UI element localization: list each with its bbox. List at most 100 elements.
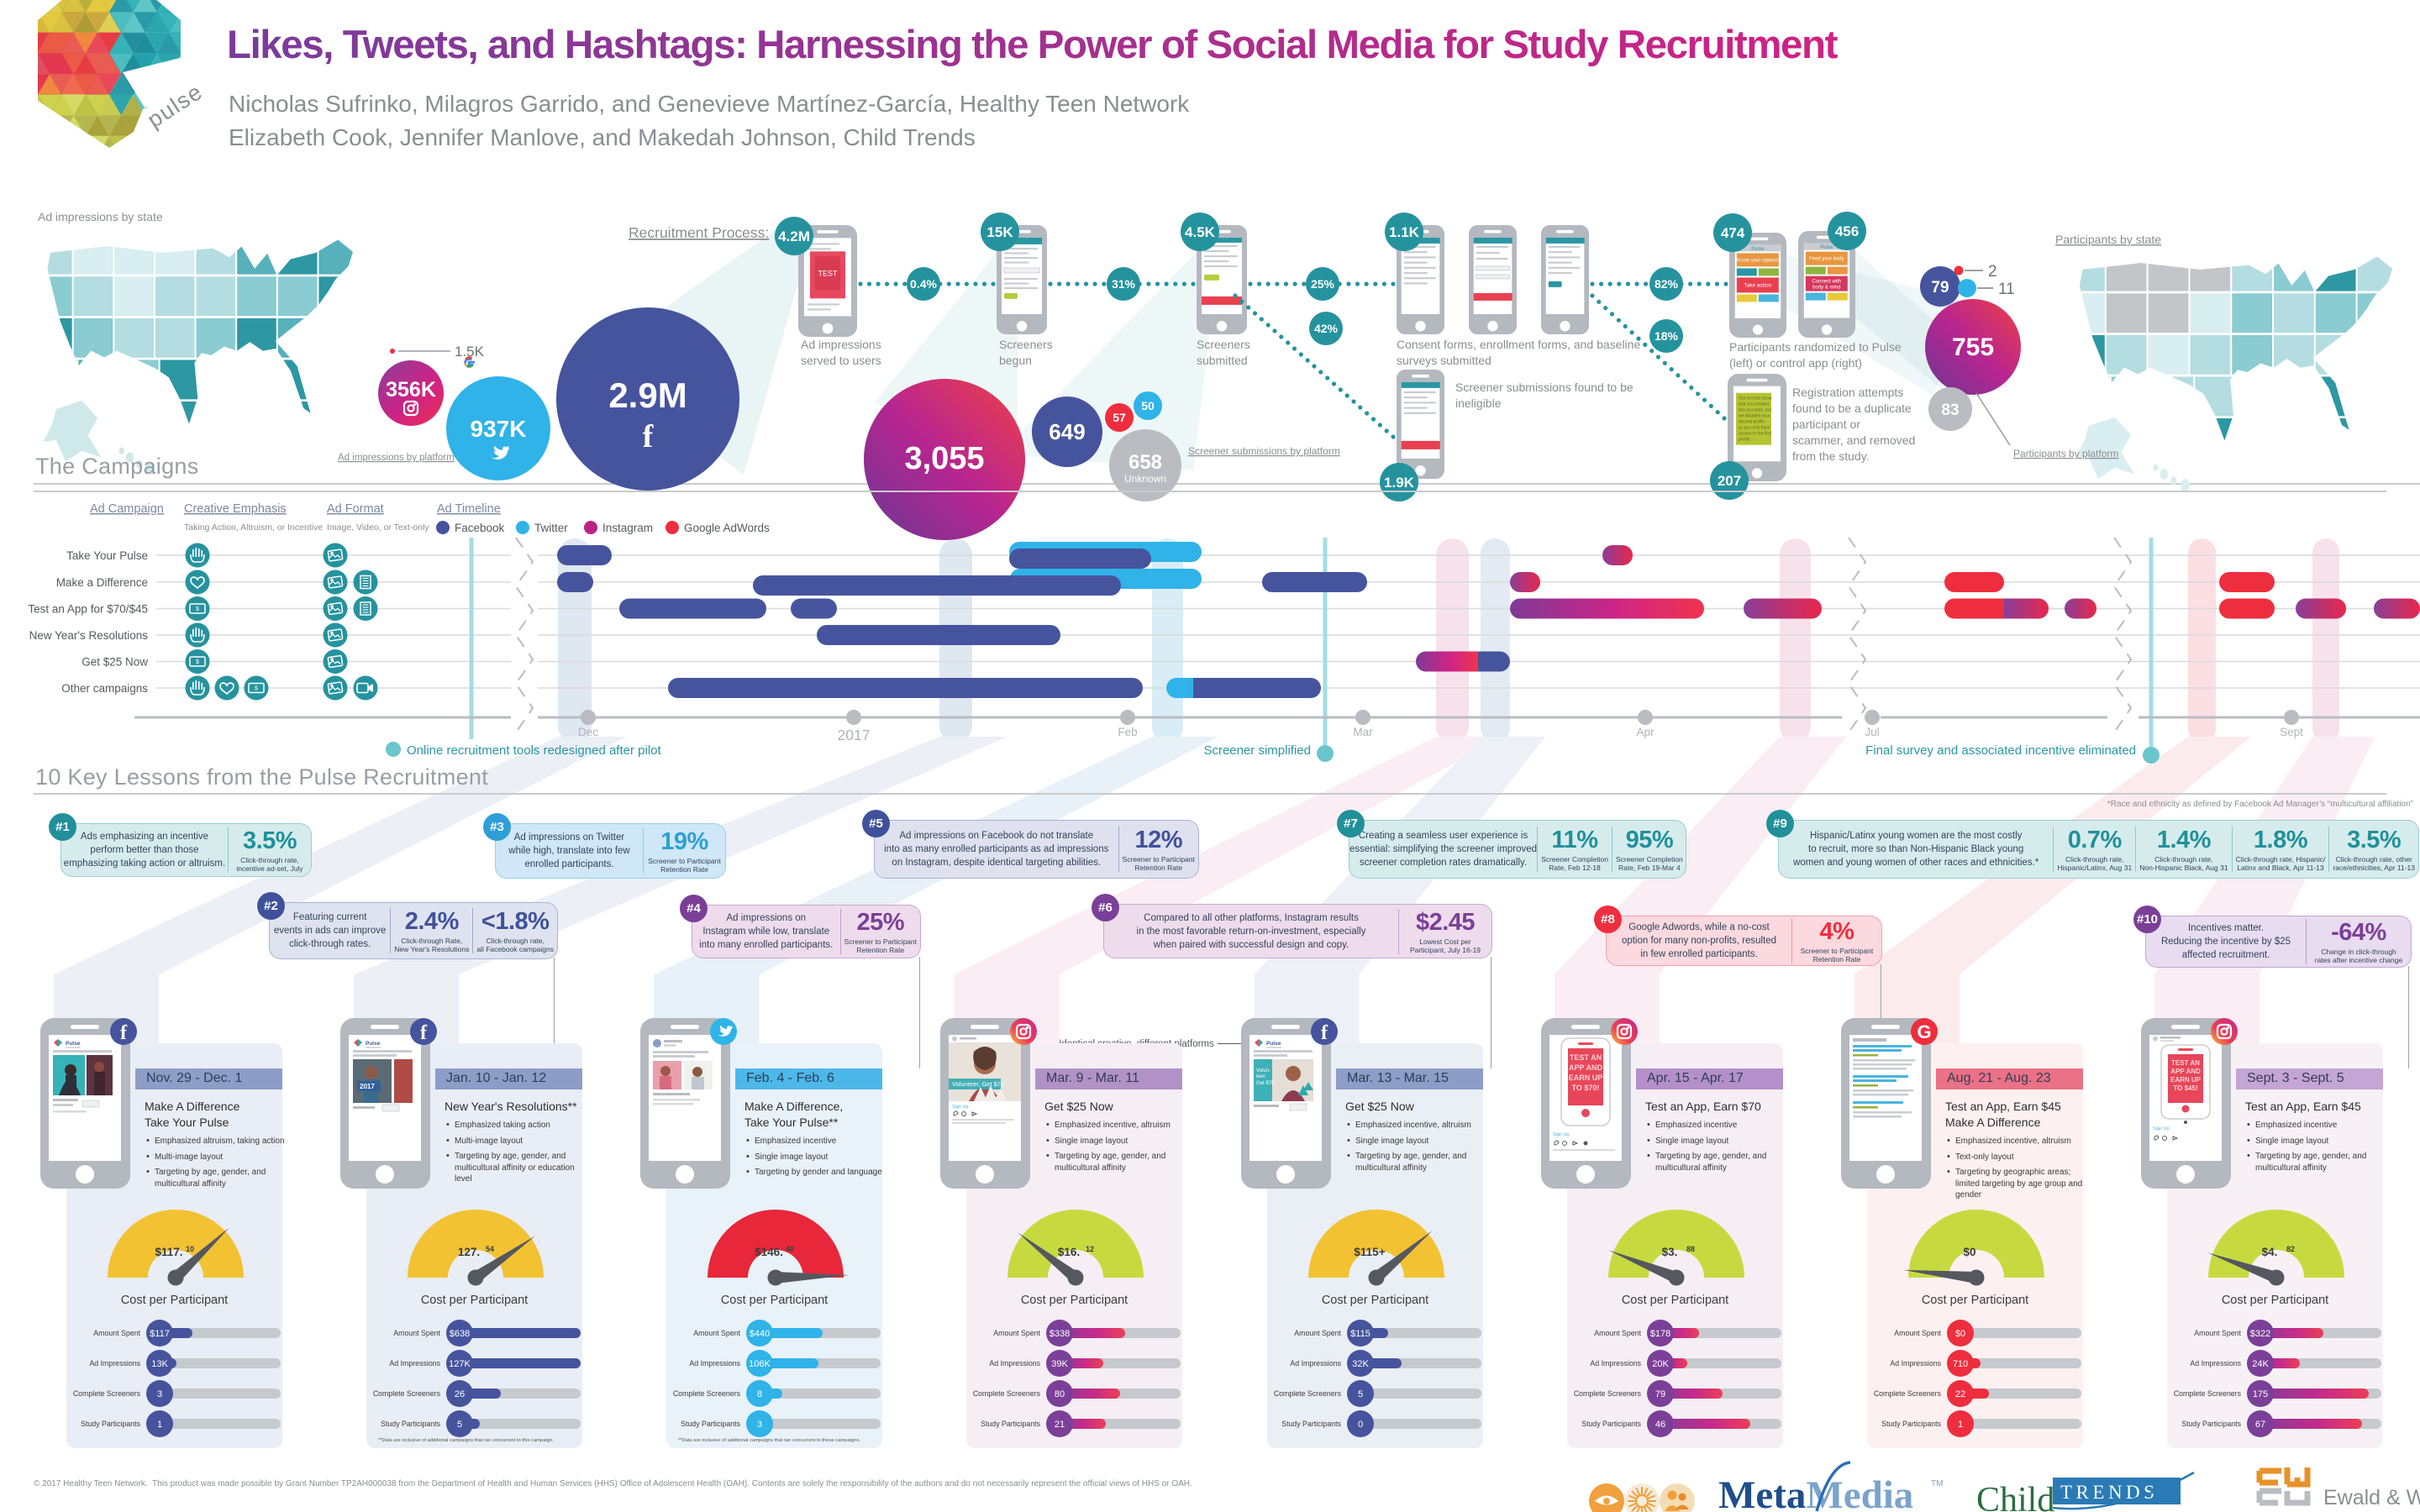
svg-text:Sign Up: Sign Up — [1553, 1132, 1570, 1137]
svg-text:Know your options: Know your options — [1737, 258, 1778, 263]
svg-text:175: 175 — [2253, 1389, 2268, 1399]
svg-text:Instagram: Instagram — [602, 522, 653, 534]
svg-text:1.1K: 1.1K — [1389, 224, 1420, 240]
svg-text:f: f — [120, 1022, 128, 1044]
svg-text:APP AND: APP AND — [2170, 1068, 2201, 1075]
svg-text:82: 82 — [2286, 1245, 2295, 1253]
svg-text:20K: 20K — [1652, 1359, 1669, 1369]
svg-text:Image, Video, or Text-only: Image, Video, or Text-only — [327, 522, 429, 533]
svg-text:profile.: profile. — [1739, 438, 1751, 443]
svg-text:Complete Screeners: Complete Screeners — [973, 1389, 1041, 1398]
svg-text:15K: 15K — [986, 224, 1013, 240]
svg-text:Jul: Jul — [1865, 726, 1879, 738]
svg-text:participant or: participant or — [1792, 417, 1860, 431]
svg-text:$4.: $4. — [2262, 1246, 2278, 1258]
svg-text:Ad Impressions: Ad Impressions — [1590, 1359, 1641, 1368]
svg-text:755: 755 — [1952, 333, 1994, 361]
svg-text:Volun-: Volun- — [1256, 1068, 1270, 1074]
svg-text:$0: $0 — [1963, 1246, 1975, 1258]
svg-text:127K: 127K — [449, 1359, 471, 1369]
svg-text:two accounts, but: two accounts, but — [1739, 408, 1772, 413]
svg-text:40: 40 — [786, 1245, 794, 1253]
svg-text:Creative Emphasis: Creative Emphasis — [184, 502, 287, 516]
svg-text:Study Participants: Study Participants — [1581, 1420, 1642, 1428]
svg-text:Amount Spent: Amount Spent — [393, 1329, 440, 1337]
svg-text:207: 207 — [1718, 473, 1741, 489]
svg-text:Ad Impressions: Ad Impressions — [1290, 1359, 1341, 1368]
svg-text:649: 649 — [1049, 419, 1085, 444]
svg-text:$0: $0 — [1955, 1329, 1965, 1339]
svg-text:Ad Impressions: Ad Impressions — [1890, 1359, 1941, 1368]
svg-text:APP AND: APP AND — [1569, 1063, 1603, 1072]
svg-text:127.: 127. — [458, 1246, 480, 1258]
svg-text:surveys submitted: surveys submitted — [1397, 354, 1491, 367]
svg-text:Ad Impressions: Ad Impressions — [689, 1359, 740, 1368]
svg-text:12: 12 — [1086, 1245, 1094, 1253]
svg-text:88: 88 — [1686, 1245, 1695, 1253]
svg-text:f: f — [1321, 1022, 1328, 1044]
svg-text:658: 658 — [1128, 451, 1162, 474]
svg-text:$146.: $146. — [755, 1246, 783, 1258]
svg-text:Complete Screeners: Complete Screeners — [73, 1389, 141, 1398]
svg-text:54: 54 — [486, 1245, 494, 1253]
svg-text:1.5K: 1.5K — [455, 344, 485, 360]
svg-text:42%: 42% — [1314, 322, 1339, 335]
svg-text:Pulse: Pulse — [366, 1041, 381, 1047]
svg-text:0.4%: 0.4% — [910, 277, 937, 291]
svg-text:Study Participants: Study Participants — [681, 1420, 741, 1428]
svg-text:3: 3 — [157, 1389, 162, 1399]
svg-text:2: 2 — [1988, 263, 1997, 281]
svg-text:Final survey and associated in: Final survey and associated incentive el… — [1865, 743, 2136, 758]
svg-text:Ad Format: Ad Format — [327, 502, 384, 516]
svg-text:Get $25 Now: Get $25 Now — [82, 656, 148, 669]
svg-text:46: 46 — [1655, 1420, 1665, 1430]
svg-text:EARN UP: EARN UP — [1569, 1074, 1603, 1082]
svg-text:Facebook: Facebook — [455, 522, 505, 534]
svg-text:Screener submissions found to: Screener submissions found to be — [1455, 381, 1634, 394]
svg-text:50: 50 — [1141, 399, 1155, 412]
svg-text:$: $ — [196, 606, 199, 612]
svg-text:80: 80 — [1055, 1389, 1065, 1399]
svg-text:Ad Campaign: Ad Campaign — [90, 502, 164, 516]
svg-text:Screeners: Screeners — [999, 338, 1053, 351]
svg-text:$338: $338 — [1050, 1329, 1070, 1339]
svg-text:1.9K: 1.9K — [1384, 475, 1415, 491]
svg-text:$16.: $16. — [1058, 1246, 1080, 1258]
svg-text:5: 5 — [1358, 1389, 1363, 1399]
svg-text:1: 1 — [157, 1420, 162, 1430]
svg-text:937K: 937K — [471, 416, 527, 442]
svg-text:Pulse: Pulse — [1820, 245, 1833, 250]
svg-text:teer.: teer. — [1256, 1074, 1266, 1079]
svg-text:$: $ — [255, 686, 258, 692]
svg-text:$178: $178 — [1650, 1329, 1670, 1339]
svg-text:TRENDS: TRENDS — [2060, 1482, 2158, 1503]
svg-text:67: 67 — [2255, 1420, 2265, 1430]
svg-text:Sept: Sept — [2280, 726, 2303, 738]
svg-text:Volunteer, Get $70.: Volunteer, Get $70. — [952, 1080, 1006, 1088]
svg-text:2017: 2017 — [360, 1083, 375, 1090]
svg-text:Ad Impressions: Ad Impressions — [389, 1359, 440, 1368]
svg-text:Amount Spent: Amount Spent — [1294, 1329, 1341, 1337]
svg-text:Pulse: Pulse — [1266, 1041, 1281, 1047]
svg-text:10: 10 — [186, 1245, 194, 1253]
svg-text:ineligible: ineligible — [1455, 396, 1502, 410]
svg-text:f: f — [420, 1022, 428, 1044]
svg-text:32K: 32K — [1352, 1359, 1369, 1369]
svg-text:82%: 82% — [1655, 277, 1679, 291]
svg-text:TEST: TEST — [818, 269, 838, 277]
svg-text:Amount Spent: Amount Spent — [93, 1329, 140, 1337]
svg-text:Screeners: Screeners — [1197, 338, 1250, 351]
svg-text:Google AdWords: Google AdWords — [684, 522, 770, 534]
svg-text:Amount Spent: Amount Spent — [2194, 1329, 2241, 1337]
svg-text:Participants by platform: Participants by platform — [2013, 448, 2118, 459]
svg-text:Our records show: Our records show — [1739, 396, 1772, 402]
svg-text:Connect with: Connect with — [1812, 280, 1841, 285]
svg-text:second profile: second profile — [1739, 420, 1765, 425]
svg-text:Study Participants: Study Participants — [2181, 1420, 2242, 1428]
svg-text:Amount Spent: Amount Spent — [1894, 1329, 1941, 1337]
svg-text:456: 456 — [1835, 223, 1859, 239]
svg-text:Screener submissions by platfo: Screener submissions by platform — [1188, 445, 1340, 457]
svg-text:26: 26 — [455, 1389, 465, 1399]
svg-text:4.2M: 4.2M — [778, 228, 810, 244]
svg-text:21: 21 — [1055, 1420, 1065, 1430]
